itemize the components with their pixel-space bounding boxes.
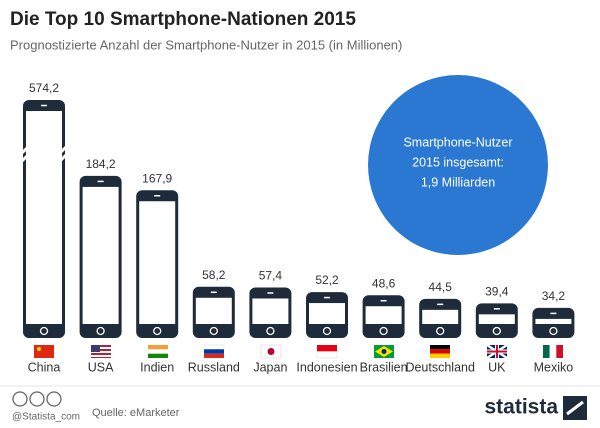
annotation-bubble (368, 75, 548, 255)
axis-break (57, 144, 69, 156)
flag (430, 345, 450, 350)
phone-screen (195, 297, 232, 324)
x-tick-label: Japan (253, 360, 287, 374)
flag (148, 353, 168, 358)
flag (204, 353, 224, 358)
flag (204, 349, 224, 354)
phone-button (209, 326, 218, 336)
axis-break (57, 152, 69, 164)
flag (37, 347, 41, 351)
phone-screen (26, 111, 62, 324)
flag (34, 345, 54, 358)
phone-button (39, 326, 49, 336)
footer-source: Quelle: eMarketer (92, 407, 180, 419)
value-label: 34,2 (542, 289, 566, 303)
flag (267, 348, 275, 355)
phone-screen (139, 201, 176, 324)
x-tick-label: Mexiko (534, 360, 574, 374)
value-label: 52,2 (315, 273, 339, 287)
flag (543, 345, 550, 358)
axis-break (19, 144, 31, 156)
icon (12, 391, 28, 407)
phone-screen (82, 186, 119, 324)
chart-subtitle: Prognostizierte Anzahl der Smartphone-Nu… (10, 37, 402, 52)
flag (148, 345, 168, 350)
flag (381, 349, 387, 354)
flag (203, 344, 225, 350)
flag (430, 349, 450, 354)
flags (34, 343, 563, 360)
x-tick-label: UK (488, 360, 506, 374)
phone-screen (478, 314, 515, 324)
icon (29, 391, 45, 407)
flag (317, 345, 337, 352)
phone-screen (535, 318, 572, 324)
x-tick-label: Russland (188, 360, 240, 374)
phone-button (492, 326, 501, 336)
icon (46, 391, 62, 407)
flag (549, 345, 557, 358)
axis-break (19, 152, 31, 164)
value-label: 44,5 (429, 280, 453, 294)
x-tick-label: China (28, 360, 61, 374)
value-label: 58,2 (202, 268, 226, 282)
phone-screen (365, 306, 402, 324)
flag (91, 351, 111, 353)
flag (556, 345, 563, 358)
flag (430, 353, 450, 358)
flag (316, 351, 338, 359)
phone-screen (309, 303, 345, 324)
brand-icon (566, 400, 584, 416)
value-label: 184,2 (86, 157, 116, 171)
license-icons (12, 391, 62, 407)
phone-button (436, 326, 445, 336)
value-label: 57,4 (259, 269, 283, 283)
annotation-text: 1,9 Milliarden (421, 175, 495, 189)
brand-logo: statista (484, 396, 558, 419)
chart-title: Die Top 10 Smartphone-Nationen 2015 (10, 9, 356, 30)
footer-handle: @Statista_com (12, 412, 80, 423)
flag (487, 345, 507, 358)
annotation-text: 2015 insgesamt: (412, 155, 504, 169)
flag (91, 347, 111, 349)
x-tick-label: Indonesien (296, 360, 357, 374)
phone-button (96, 326, 105, 336)
phone-screen (252, 298, 289, 324)
x-tick-label: USA (88, 360, 114, 374)
phone-screen (422, 309, 459, 324)
x-tick-label: Deutschland (405, 360, 475, 374)
annotation-text: Smartphone-Nutzer (403, 135, 512, 149)
flag (91, 345, 100, 352)
x-tick-label: Indien (140, 360, 174, 374)
value-label: 48,6 (372, 276, 396, 290)
value-label: 39,4 (485, 284, 509, 298)
phone-button (322, 326, 332, 336)
phone-button (549, 326, 558, 336)
value-label: 574,2 (29, 81, 59, 95)
phone-button (266, 326, 275, 336)
flag (91, 355, 111, 357)
phone-button (153, 326, 162, 336)
flag (148, 349, 168, 354)
x-tick-label: Brasilien (360, 360, 408, 374)
phone-button (379, 326, 388, 336)
value-label: 167,9 (142, 171, 172, 185)
